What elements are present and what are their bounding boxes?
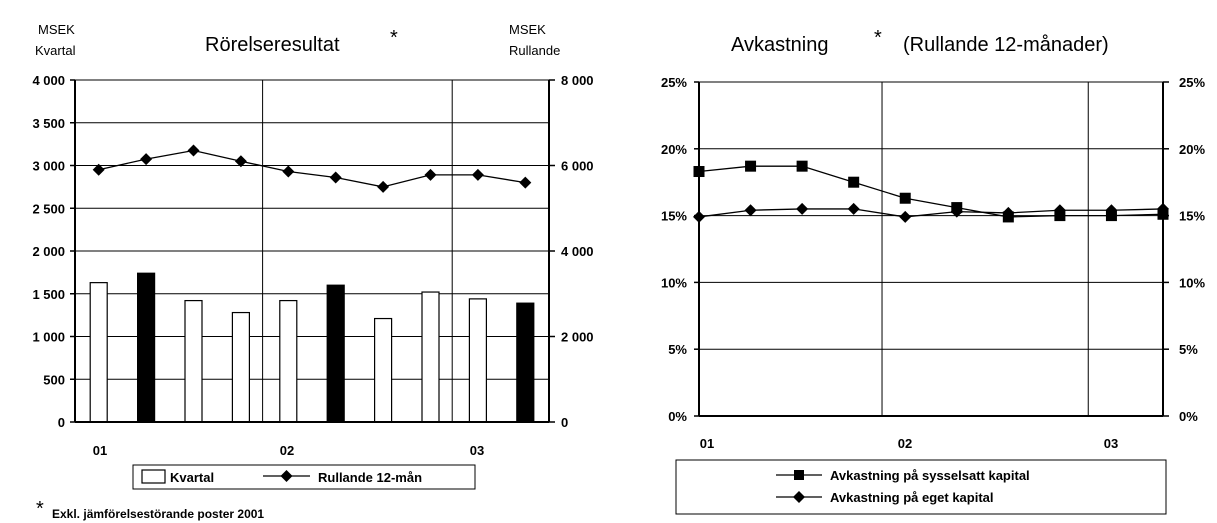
point-sysselsatt <box>899 192 911 204</box>
avk-left-tick-label: 15% <box>661 209 687 224</box>
bar-kvartal <box>326 284 345 423</box>
bar-kvartal <box>231 311 250 423</box>
left-y-tick-label: 1 500 <box>32 287 65 302</box>
avk-left-tick-label: 5% <box>668 342 687 357</box>
right-legend-box <box>675 459 1167 515</box>
right-y-tick-label: 2 000 <box>561 330 594 345</box>
point-rullande <box>519 176 532 189</box>
right-y-tick-label: 0 <box>561 415 568 430</box>
legend-marker-eget <box>793 491 805 503</box>
point-eget <box>1105 204 1118 217</box>
left-y-tick-label: 3 500 <box>32 116 65 131</box>
legend-label-eget: Avkastning på eget kapital <box>830 490 994 505</box>
point-rullande <box>329 171 342 184</box>
chart-plot-elements: 0 500 1 000 1 500 2 000 2 500 3 000 3 500 4 000 0… <box>32 73 1205 458</box>
point-eget <box>1053 204 1066 217</box>
avk-right-tick-label: 25% <box>1179 75 1205 90</box>
right-y-title-line1: MSEK <box>509 22 546 37</box>
avk-x-tick-label: 01 <box>700 436 714 451</box>
point-eget <box>950 205 963 218</box>
bar-kvartal <box>516 302 535 423</box>
avk-left-tick-label: 25% <box>661 75 687 90</box>
right-legend: Avkastning på sysselsatt kapital Avkastn… <box>675 459 1167 515</box>
bar-kvartal <box>89 282 108 423</box>
x-tick-label: 03 <box>470 443 484 458</box>
point-eget <box>1002 206 1015 219</box>
point-eget <box>899 210 912 223</box>
x-tick-label: 02 <box>280 443 294 458</box>
avk-left-tick-label: 20% <box>661 142 687 157</box>
avk-x-tick-label: 02 <box>898 436 912 451</box>
left-y-tick-label: 2 500 <box>32 201 65 216</box>
left-y-tick-label: 4 000 <box>32 73 65 88</box>
right-y-tick-label: 4 000 <box>561 244 594 259</box>
point-rullande <box>424 168 437 181</box>
point-rullande <box>187 144 200 157</box>
avk-right-tick-label: 0% <box>1179 409 1198 424</box>
avk-right-tick-label: 5% <box>1179 342 1198 357</box>
series-line-rullande <box>98 149 526 188</box>
point-rullande <box>234 155 247 168</box>
left-y-title-line1: MSEK <box>38 22 75 37</box>
left-y-title-line2: Kvartal <box>35 43 76 58</box>
right-chart-title-suffix: (Rullande 12-månader) <box>903 34 1109 56</box>
left-legend-box <box>132 464 476 490</box>
point-sysselsatt <box>796 160 808 172</box>
footnote-text: Exkl. jämförelsestörande poster 2001 <box>52 507 264 521</box>
left-y-tick-label: 3 000 <box>32 159 65 174</box>
right-y-tick-label: 6 000 <box>561 159 594 174</box>
point-rullande <box>471 168 484 181</box>
point-eget <box>744 204 757 217</box>
left-chart-title: Rörelseresultat <box>205 34 340 56</box>
avk-right-tick-label: 10% <box>1179 275 1205 290</box>
right-y-title-line2: Rullande <box>509 43 560 58</box>
point-rullande <box>377 180 390 193</box>
footnote-mark: * <box>36 498 44 520</box>
series-line-sysselsatt <box>698 165 1164 218</box>
avk-x-tick-label: 03 <box>1104 436 1118 451</box>
right-chart-title-mark: * <box>874 27 882 49</box>
x-tick-label: 01 <box>93 443 107 458</box>
bar-kvartal <box>279 299 298 423</box>
left-legend: Kvartal Rullande 12-mån <box>132 464 476 490</box>
point-rullande <box>282 165 295 178</box>
left-y-tick-label: 500 <box>43 372 65 387</box>
bar-kvartal <box>374 317 393 423</box>
point-eget <box>847 202 860 215</box>
avk-right-tick-label: 20% <box>1179 142 1205 157</box>
right-chart-title: Avkastning <box>731 34 828 56</box>
legend-label-sysselsatt: Avkastning på sysselsatt kapital <box>830 468 1030 483</box>
left-y-tick-label: 1 000 <box>32 330 65 345</box>
right-y-tick-label: 8 000 <box>561 73 594 88</box>
legend-swatch-kvartal <box>141 469 166 484</box>
point-sysselsatt <box>848 176 860 188</box>
point-rullande <box>92 163 105 176</box>
point-sysselsatt <box>745 160 757 172</box>
legend-marker-sysselsatt <box>794 470 804 480</box>
avk-right-tick-label: 15% <box>1179 209 1205 224</box>
left-y-tick-label: 0 <box>58 415 65 430</box>
point-rullande <box>140 153 153 166</box>
series-line-eget <box>698 208 1164 218</box>
avk-left-tick-label: 10% <box>661 275 687 290</box>
legend-marker-rullande <box>280 470 293 482</box>
avk-left-tick-label: 0% <box>668 409 687 424</box>
bar-kvartal <box>421 291 440 423</box>
bar-kvartal <box>137 272 156 423</box>
bar-kvartal <box>184 299 203 423</box>
bar-kvartal <box>468 298 487 423</box>
point-eget <box>796 202 809 215</box>
legend-label-kvartal: Kvartal <box>170 470 214 485</box>
left-chart-title-mark: * <box>390 27 398 49</box>
left-y-tick-label: 2 000 <box>32 244 65 259</box>
legend-label-rullande: Rullande 12-mån <box>318 470 422 485</box>
